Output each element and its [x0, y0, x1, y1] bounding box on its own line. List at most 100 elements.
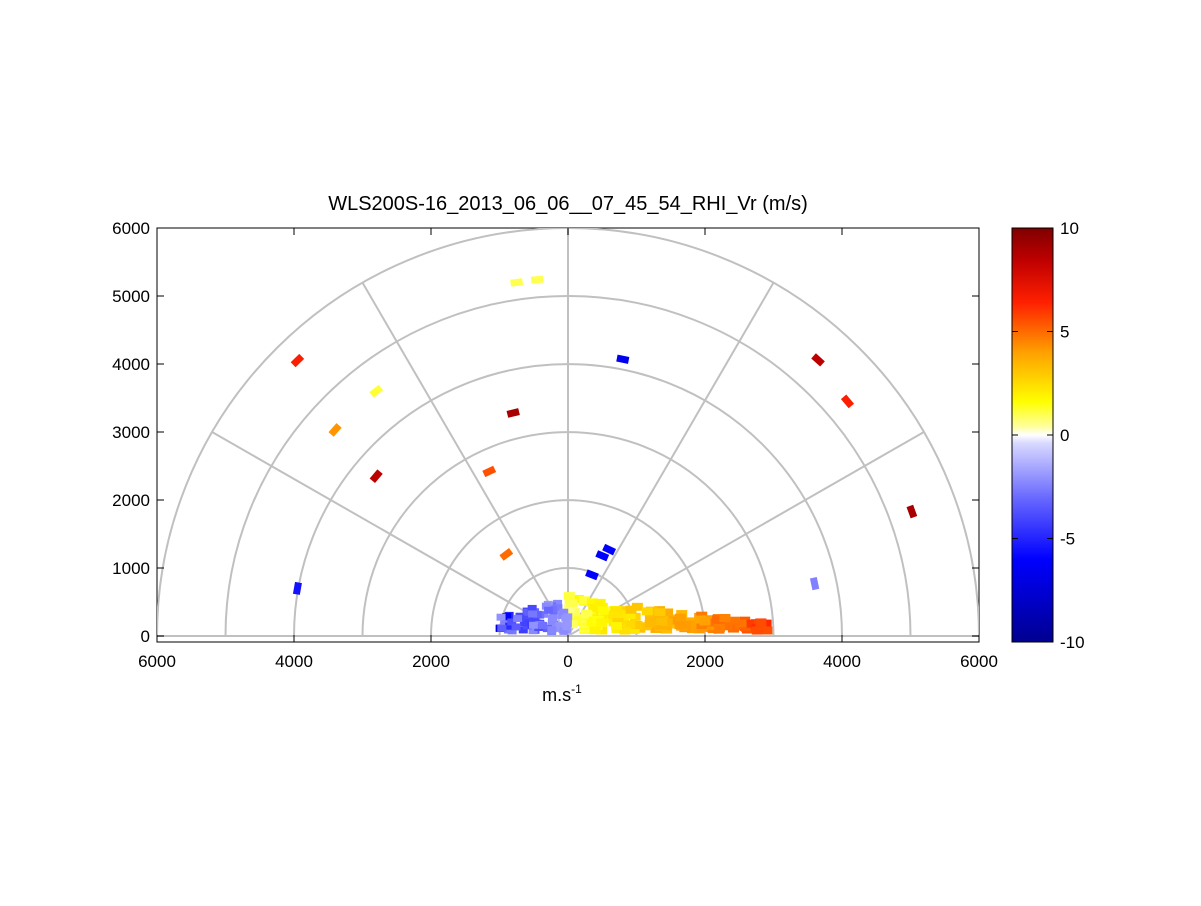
swath-cell [661, 617, 673, 626]
swath-cell [631, 620, 643, 629]
angle-spoke [361, 282, 569, 637]
swath-cell [544, 606, 554, 614]
swath-cell [668, 616, 680, 625]
x-tick-label: 0 [563, 652, 572, 671]
x-tick-label: 6000 [960, 652, 998, 671]
swath-cell [588, 603, 600, 612]
swath-cell [656, 617, 668, 626]
swath-cell [497, 624, 507, 632]
data-point [585, 569, 599, 581]
x-tick-label: 2000 [412, 652, 450, 671]
swath-cell [541, 602, 551, 610]
data-point [292, 581, 302, 595]
swath-cell [727, 624, 739, 633]
data-point [482, 465, 497, 478]
swath-cell [721, 622, 733, 631]
swath-cell [624, 610, 636, 619]
swath-cell [674, 613, 686, 622]
near-field-swath [495, 592, 773, 636]
swath-cell [751, 626, 763, 635]
swath-cell [686, 625, 698, 634]
swath-cell [562, 623, 572, 631]
swath-cell [586, 598, 598, 607]
swath-cell [680, 620, 692, 629]
data-point [369, 384, 384, 398]
swath-cell [674, 621, 686, 630]
swath-cell [563, 604, 575, 613]
swath-cell [641, 607, 653, 616]
angle-spoke [567, 431, 925, 637]
colorbar: 10 5 0 -5 -10 [1011, 219, 1085, 652]
swath-cell [553, 599, 563, 607]
y-tick-label: 4000 [112, 355, 150, 374]
data-point [809, 577, 820, 591]
x-axis-label-base: m.s [542, 685, 571, 705]
swath-cell [761, 626, 773, 635]
swath-cell [611, 621, 623, 630]
swath-cell [581, 610, 593, 619]
swath-cell [553, 604, 563, 612]
x-tick-label: 2000 [686, 652, 724, 671]
y-tick-label: 0 [141, 627, 150, 646]
y-tick-label: 6000 [112, 219, 150, 238]
swath-cell [755, 618, 767, 627]
swath-cell [645, 617, 657, 626]
colorbar-gradient [1011, 227, 1054, 643]
swath-cell [563, 613, 573, 621]
swath-cell [628, 625, 640, 634]
swath-cell [519, 619, 529, 627]
swath-cell [528, 627, 538, 635]
y-tick-label: 3000 [112, 423, 150, 442]
data-points [290, 275, 918, 595]
swath-cell [728, 616, 740, 625]
swath-cell [594, 598, 606, 607]
angle-spoke [211, 431, 569, 637]
swath-cell [532, 611, 542, 619]
swath-cell [608, 610, 620, 619]
data-point [811, 353, 825, 367]
swath-cell [719, 613, 731, 622]
data-point [906, 504, 918, 519]
swath-cell [597, 606, 609, 615]
swath-cell [624, 620, 636, 629]
swath-cell [528, 610, 538, 618]
swath-cell [667, 620, 679, 629]
chart-title: WLS200S-16_2013_06_06__07_45_54_RHI_Vr (… [328, 193, 808, 215]
y-tick-label: 5000 [112, 287, 150, 306]
colorbar-tick-label: 0 [1060, 426, 1069, 445]
swath-cell [566, 620, 578, 629]
data-point [290, 353, 305, 368]
x-axis-label: m.s-1 [542, 682, 582, 705]
data-point [595, 550, 610, 562]
swath-cell [547, 618, 557, 626]
swath-cell [527, 604, 537, 612]
data-point [369, 469, 383, 484]
colorbar-tick-label: 10 [1060, 219, 1079, 238]
swath-cell [572, 594, 584, 603]
swath-cell [610, 606, 622, 615]
swath-cell [631, 602, 643, 611]
axis-ticks: 6000 4000 2000 0 2000 4000 6000 0 1000 2000 3000 40… [112, 219, 998, 671]
data-point [840, 394, 855, 409]
swath-cell [547, 626, 557, 634]
swath-cell [538, 621, 548, 629]
swath-cell [563, 609, 575, 618]
swath-cell [496, 613, 506, 621]
colorbar-tick-label: -10 [1060, 633, 1085, 652]
swath-cell [518, 626, 528, 634]
swath-cell [528, 621, 538, 629]
x-tick-label: 4000 [823, 652, 861, 671]
colorbar-tick-label: 5 [1060, 323, 1069, 342]
swath-cell [503, 626, 513, 634]
swath-cell [578, 596, 590, 605]
swath-cell [712, 615, 724, 624]
y-tick-label: 2000 [112, 491, 150, 510]
data-point [499, 548, 514, 561]
swath-cell [714, 623, 726, 632]
swath-cell [511, 623, 521, 631]
y-tick-label: 1000 [112, 559, 150, 578]
swath-cell [688, 620, 700, 629]
swath-cell [735, 619, 747, 628]
